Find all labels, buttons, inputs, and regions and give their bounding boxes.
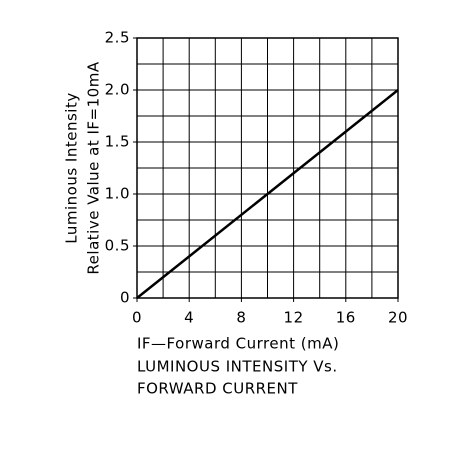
chart-title: LUMINOUS INTENSITY Vs.	[137, 358, 338, 376]
chart-title: FORWARD CURRENT	[137, 380, 298, 398]
x-tick-label: 12	[284, 309, 304, 327]
y-tick-label: 0	[120, 289, 130, 307]
y-axis-label: Relative Value at IF=10mA	[85, 61, 103, 274]
x-tick-label: 8	[236, 309, 246, 327]
x-axis-label: IF—Forward Current (mA)	[137, 335, 339, 353]
plot-frame	[136, 37, 399, 299]
x-tick-label: 20	[388, 309, 408, 327]
data-line	[136, 89, 399, 299]
x-tick-label: 4	[184, 309, 194, 327]
y-tick-label: 1.0	[105, 185, 130, 203]
y-tick-label: 2.5	[105, 29, 130, 47]
y-tick-label: 1.5	[105, 133, 130, 151]
x-tick-label: 16	[336, 309, 356, 327]
y-tick-label: 2.0	[105, 81, 130, 99]
y-tick-label: 0.5	[105, 237, 130, 255]
y-axis-label: Luminous Intensity	[63, 92, 81, 243]
x-tick-label: 0	[132, 309, 142, 327]
